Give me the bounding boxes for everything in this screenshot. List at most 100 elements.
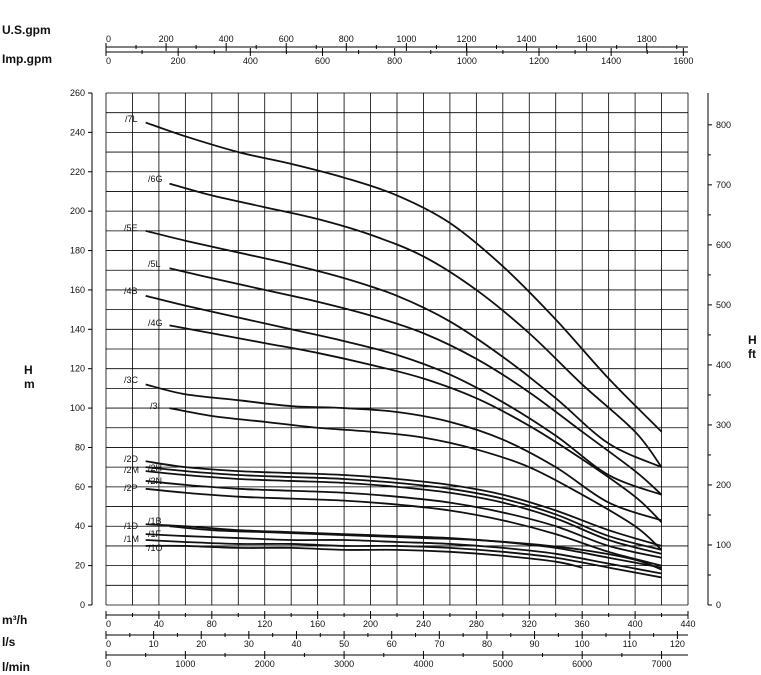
left-axis-tick-label: 160: [70, 285, 85, 295]
m3h-axis-tick-label: 400: [628, 619, 643, 629]
right-axis-tick-label: 200: [716, 480, 731, 490]
right-axis-tick-label: 800: [716, 120, 731, 130]
impgpm-axis-tick-label: 600: [315, 56, 330, 66]
curve-2D: [145, 460, 662, 547]
ls-axis-tick-label: 0: [106, 639, 111, 649]
curve-label-1M: /1M: [124, 534, 139, 544]
lmin-axis-tick-label: 7000: [652, 659, 672, 669]
left-axis-unit-h: H: [24, 363, 33, 377]
curve-7L: [145, 121, 663, 433]
curve-4G: [169, 324, 663, 523]
m3h-axis-tick-label: 80: [207, 619, 217, 629]
impgpm-axis-tick-label: 1400: [601, 56, 621, 66]
curve-label-3C: /3C: [124, 375, 139, 385]
curve-label-1D: /1D: [124, 521, 139, 531]
left-axis-tick-label: 20: [75, 561, 85, 571]
curve-label-4G: /4G: [148, 318, 163, 328]
ls-axis-tick-label: 100: [575, 639, 590, 649]
impgpm-axis-tick-label: 1200: [529, 56, 549, 66]
left-axis-tick-label: 260: [70, 88, 85, 98]
lmin-axis-tick-label: 5000: [493, 659, 513, 669]
curve-label-1O: /1O: [148, 543, 163, 553]
usgpm-axis-tick-label: 1800: [637, 34, 657, 44]
right-axis-unit-ft: ft: [748, 347, 756, 361]
m3h-axis-tick-label: 280: [469, 619, 484, 629]
left-axis-tick-label: 240: [70, 127, 85, 137]
usgpm-axis-tick-label: 0: [106, 34, 111, 44]
impgpm-axis-tick-label: 1000: [457, 56, 477, 66]
left-axis-tick-label: 140: [70, 324, 85, 334]
curve-label-5L: /5L: [148, 259, 161, 269]
usgpm-axis-label: U.S.gpm: [2, 23, 51, 37]
curve-5L: [169, 267, 663, 496]
impgpm-axis-tick-label: 1600: [673, 56, 693, 66]
usgpm-axis-tick-label: 1400: [517, 34, 537, 44]
impgpm-axis-label: Imp.gpm: [2, 52, 52, 66]
right-axis-tick-label: 0: [716, 600, 721, 610]
ls-axis-tick-label: 30: [244, 639, 254, 649]
curve-2H: [145, 466, 662, 551]
curve-2N: [145, 480, 662, 559]
left-axis-tick-label: 220: [70, 167, 85, 177]
left-axis-tick-label: 180: [70, 246, 85, 256]
usgpm-axis-tick-label: 800: [339, 34, 354, 44]
curve-1B: [169, 525, 662, 571]
curve-label-3I: /3I: [150, 401, 160, 411]
m3h-axis-label: m³/h: [2, 613, 27, 627]
m3h-axis-tick-label: 160: [310, 619, 325, 629]
left-axis-tick-label: 40: [75, 521, 85, 531]
usgpm-axis-tick-label: 200: [159, 34, 174, 44]
left-axis-tick-label: 80: [75, 442, 85, 452]
curve-label-2M: /2M: [124, 465, 139, 475]
lmin-axis-label: l/min: [2, 660, 30, 674]
m3h-axis-tick-label: 360: [575, 619, 590, 629]
curve-label-4B: /4B: [124, 286, 138, 296]
curve-2P: [145, 487, 662, 567]
ls-axis-tick-label: 20: [196, 639, 206, 649]
curve-6G: [169, 182, 663, 468]
m3h-axis-tick-label: 0: [106, 619, 111, 629]
curve-label-5E: /5E: [124, 223, 138, 233]
lmin-axis-tick-label: 3000: [334, 659, 354, 669]
curve-5E: [145, 229, 662, 468]
lmin-axis-tick-label: 4000: [413, 659, 433, 669]
left-axis-tick-label: 200: [70, 206, 85, 216]
ls-axis-tick-label: 10: [149, 639, 159, 649]
right-axis-tick-label: 100: [716, 540, 731, 550]
curve-1O: [145, 544, 583, 569]
left-axis-tick-label: 0: [80, 600, 85, 610]
right-axis-tick-label: 300: [716, 420, 731, 430]
ls-axis-tick-label: 40: [291, 639, 301, 649]
axes: 0204060801001201401601802002202402600100…: [70, 34, 731, 669]
ls-axis-tick-label: 60: [387, 639, 397, 649]
lmin-axis-tick-label: 6000: [572, 659, 592, 669]
curve-label-1B: /1B: [148, 516, 162, 526]
curve-3I: [169, 407, 663, 551]
impgpm-axis-tick-label: 0: [106, 56, 111, 66]
right-axis-unit-h: H: [748, 333, 757, 347]
curve-label-2N: /2N: [148, 476, 162, 486]
impgpm-axis-tick-label: 200: [171, 56, 186, 66]
left-axis-tick-label: 120: [70, 364, 85, 374]
left-axis-unit-m: m: [24, 377, 35, 391]
left-axis-tick-label: 60: [75, 482, 85, 492]
curve-1M: [145, 539, 662, 579]
curve-1F: [145, 533, 662, 575]
m3h-axis-tick-label: 120: [257, 619, 272, 629]
curve-3C: [145, 383, 662, 522]
usgpm-axis-tick-label: 1000: [396, 34, 416, 44]
impgpm-axis-tick-label: 800: [387, 56, 402, 66]
grid: [105, 92, 689, 606]
pump-curves: /7L/6G/5E/5L/4B/4G/3C/3I/2D/2H/2M/2N/2P /…: [124, 114, 663, 579]
curve-label-7L: /7L: [125, 114, 138, 124]
usgpm-axis-tick-label: 1600: [577, 34, 597, 44]
ls-axis-tick-label: 110: [623, 639, 637, 649]
ls-axis-tick-label: 90: [530, 639, 540, 649]
curve-2M: [145, 470, 662, 555]
m3h-axis-tick-label: 320: [522, 619, 537, 629]
usgpm-axis-tick-label: 1200: [456, 34, 476, 44]
ls-axis-label: l/s: [2, 635, 16, 649]
curve-label-2D: /2D: [124, 454, 139, 464]
right-axis-tick-label: 700: [716, 180, 731, 190]
